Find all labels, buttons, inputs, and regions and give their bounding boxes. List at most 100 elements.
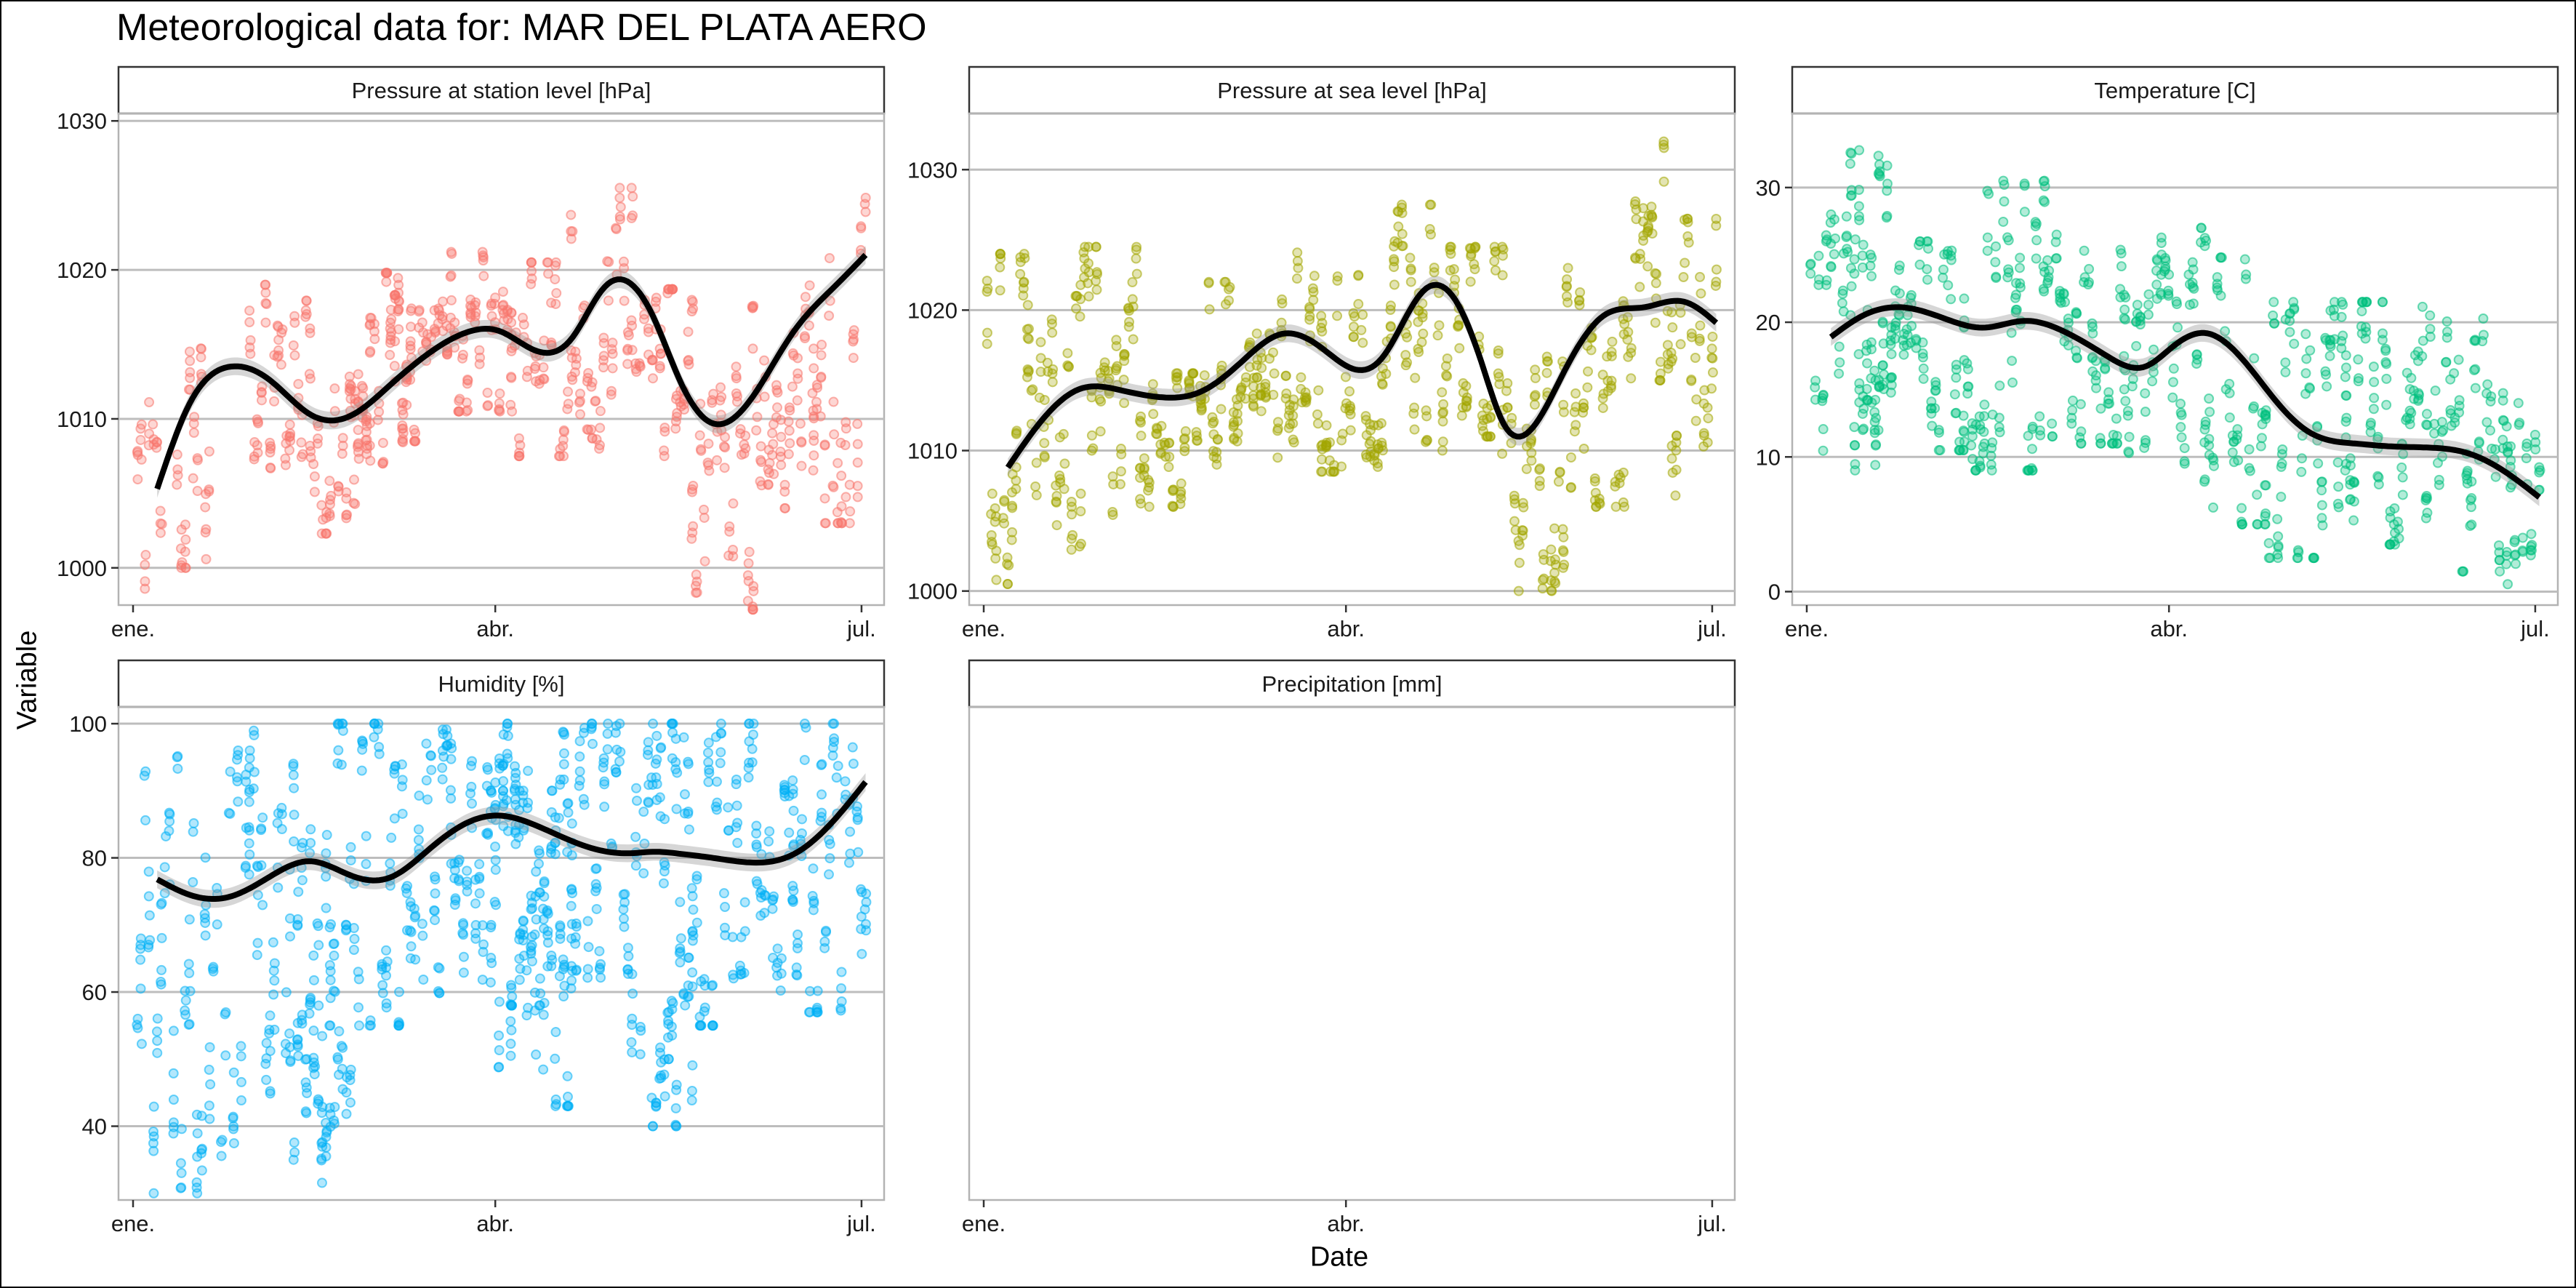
data-point bbox=[172, 763, 183, 774]
data-point bbox=[558, 759, 569, 769]
data-point bbox=[651, 1097, 662, 1108]
data-point bbox=[176, 1167, 187, 1178]
data-point bbox=[2240, 273, 2251, 284]
data-point bbox=[787, 895, 798, 905]
data-point bbox=[1091, 241, 1102, 252]
data-point bbox=[410, 954, 421, 965]
data-point bbox=[470, 297, 481, 308]
data-point bbox=[1356, 324, 1367, 335]
data-point bbox=[2095, 403, 2106, 414]
x-tick-label: abr. bbox=[476, 616, 514, 641]
data-point bbox=[1696, 288, 1706, 299]
data-point bbox=[344, 371, 355, 382]
data-point bbox=[155, 505, 166, 516]
data-point bbox=[602, 744, 613, 755]
data-point bbox=[381, 962, 392, 973]
data-point bbox=[185, 356, 196, 367]
data-point bbox=[285, 931, 296, 942]
data-point bbox=[421, 738, 432, 749]
data-point bbox=[1280, 370, 1291, 381]
data-point bbox=[1634, 281, 1645, 292]
data-point bbox=[739, 926, 750, 937]
data-point bbox=[205, 1079, 216, 1089]
data-point bbox=[148, 1137, 159, 1148]
data-point bbox=[2321, 369, 2332, 380]
data-point bbox=[394, 986, 405, 997]
data-point bbox=[409, 436, 420, 447]
data-point bbox=[759, 908, 770, 919]
data-point bbox=[811, 1007, 822, 1017]
smooth-trend-line bbox=[1829, 304, 2541, 500]
data-point bbox=[819, 493, 830, 504]
data-point bbox=[518, 790, 529, 801]
data-point bbox=[1042, 357, 1053, 368]
data-point bbox=[393, 324, 404, 335]
data-point bbox=[1034, 392, 1045, 403]
data-point bbox=[2348, 496, 2359, 507]
data-point bbox=[526, 956, 537, 967]
data-point bbox=[1328, 466, 1339, 477]
data-point bbox=[1671, 465, 1682, 476]
data-point bbox=[720, 431, 731, 442]
data-point bbox=[1192, 435, 1203, 446]
data-point bbox=[2199, 476, 2210, 487]
data-point bbox=[257, 900, 268, 911]
data-point bbox=[1074, 541, 1085, 552]
data-point bbox=[538, 1064, 549, 1075]
data-point bbox=[643, 797, 654, 808]
data-point bbox=[289, 809, 300, 820]
scatter-points bbox=[132, 719, 872, 1199]
data-point bbox=[2204, 440, 2215, 451]
data-point bbox=[1172, 368, 1183, 379]
data-point bbox=[143, 866, 154, 877]
data-point bbox=[529, 364, 540, 375]
data-point bbox=[289, 1137, 300, 1148]
data-point bbox=[591, 882, 602, 893]
data-point bbox=[361, 859, 372, 870]
data-point bbox=[688, 480, 699, 491]
data-point bbox=[539, 878, 550, 889]
data-point bbox=[1107, 509, 1118, 520]
data-point bbox=[326, 490, 337, 501]
data-point bbox=[490, 855, 501, 865]
data-point bbox=[1530, 372, 1541, 383]
data-point bbox=[313, 1000, 324, 1011]
data-point bbox=[513, 433, 524, 444]
data-point bbox=[715, 758, 726, 769]
data-point bbox=[192, 1128, 203, 1139]
data-point bbox=[470, 933, 481, 944]
data-point bbox=[712, 455, 723, 465]
data-point bbox=[501, 795, 512, 806]
data-point bbox=[2276, 449, 2287, 460]
data-point bbox=[1638, 203, 1649, 214]
data-point bbox=[1658, 143, 1669, 153]
data-point bbox=[747, 604, 758, 615]
data-point bbox=[308, 975, 319, 985]
data-point bbox=[1558, 399, 1569, 410]
data-point bbox=[1107, 471, 1118, 482]
data-point bbox=[1405, 263, 1416, 274]
data-point bbox=[808, 465, 819, 476]
data-point bbox=[1991, 273, 2002, 284]
data-point bbox=[2147, 376, 2158, 387]
data-point bbox=[381, 945, 392, 956]
data-point bbox=[2010, 289, 2021, 300]
data-point bbox=[430, 915, 441, 926]
x-tick-label: abr. bbox=[2150, 616, 2188, 641]
data-point bbox=[1578, 398, 1589, 409]
data-point bbox=[627, 191, 638, 202]
data-point bbox=[2493, 540, 2504, 551]
data-point bbox=[244, 822, 254, 833]
data-point bbox=[2071, 353, 2082, 364]
data-point bbox=[506, 1025, 517, 1036]
data-point bbox=[2473, 438, 2484, 449]
data-point bbox=[776, 431, 787, 442]
data-point bbox=[619, 263, 630, 273]
data-point bbox=[775, 985, 786, 996]
data-point bbox=[2260, 519, 2271, 529]
x-tick-label: ene. bbox=[962, 1211, 1006, 1236]
data-point bbox=[627, 345, 638, 356]
data-point bbox=[1886, 348, 1897, 359]
data-point bbox=[2031, 218, 2042, 229]
data-point bbox=[260, 279, 270, 290]
